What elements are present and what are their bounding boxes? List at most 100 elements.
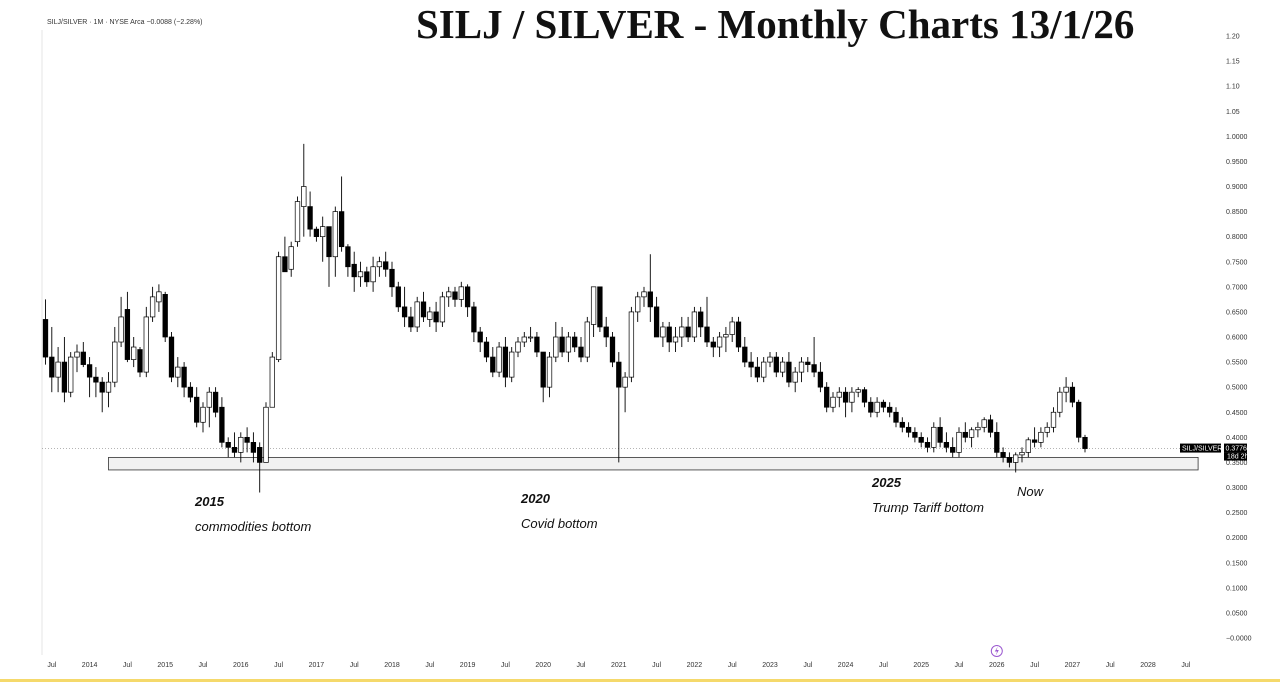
price-tag <box>1224 443 1247 453</box>
candle-up <box>112 341 118 383</box>
y-tick-label: 0.8500 <box>1226 209 1248 216</box>
candle-down <box>1082 436 1088 449</box>
annotation-2015-label: commodities bottom <box>195 519 312 534</box>
x-tick-label: Jul <box>199 662 208 669</box>
candle-down <box>212 391 219 413</box>
candle-down <box>899 421 905 428</box>
candle-down <box>187 386 194 398</box>
lightning-glyph <box>994 646 999 656</box>
candle-down <box>338 211 345 248</box>
candle-down <box>861 389 868 403</box>
annotation-2015-year: 2015 <box>195 494 224 509</box>
candle-up <box>496 346 502 373</box>
bottom-accent-line <box>0 679 1280 682</box>
x-tick-label: Jul <box>955 662 964 669</box>
candle-down <box>471 306 477 333</box>
candle-down <box>351 263 357 278</box>
candle-up <box>156 291 162 303</box>
candle-up <box>131 346 137 360</box>
x-tick-label: Jul <box>803 662 812 669</box>
candle-up <box>370 266 376 283</box>
candle-down <box>735 321 742 348</box>
candle-up <box>767 356 773 363</box>
candle-down <box>194 396 200 423</box>
candle-up <box>716 336 723 348</box>
candle-up <box>761 361 767 378</box>
candle-up <box>275 256 282 360</box>
x-tick-label: 2020 <box>535 662 551 669</box>
candle-up <box>729 321 735 335</box>
candle-down <box>950 447 956 453</box>
candle-down <box>754 366 761 378</box>
candle-up <box>74 351 80 358</box>
x-tick-label: 2025 <box>913 662 929 669</box>
candle-down <box>880 401 887 408</box>
candle-up <box>1044 426 1050 433</box>
candle-up <box>301 186 307 207</box>
x-tick-label: 2018 <box>384 662 400 669</box>
candle-down <box>616 361 622 388</box>
x-tick-label: Jul <box>425 662 434 669</box>
candle-up <box>238 436 244 453</box>
y-tick-label: −0.0000 <box>1226 636 1252 643</box>
candle-up <box>956 431 962 453</box>
annotation-now: Now <box>1017 484 1044 499</box>
candle-up <box>723 334 729 338</box>
candle-up <box>622 376 628 388</box>
candle-down <box>313 228 320 238</box>
candle-up <box>1013 454 1019 463</box>
candle-down <box>250 442 257 453</box>
candle-down <box>534 336 540 353</box>
candle-up <box>849 391 855 403</box>
candle-up <box>206 391 212 408</box>
candle-down <box>137 349 143 373</box>
y-tick-label: 0.7500 <box>1226 259 1248 266</box>
candle-down <box>912 431 918 438</box>
candle-up <box>792 371 798 383</box>
x-tick-label: 2024 <box>838 662 854 669</box>
candle-down <box>805 361 811 365</box>
candle-down <box>433 311 439 323</box>
annotation-2020-label: Covid bottom <box>521 516 598 531</box>
candle-up <box>1025 439 1031 453</box>
annotation-2020-year: 2020 <box>521 491 550 506</box>
candle-down <box>811 364 817 373</box>
candle-up <box>1057 391 1063 413</box>
candle-down <box>490 356 496 373</box>
candle-down <box>93 376 99 383</box>
candle-down <box>868 401 874 413</box>
candle-down <box>364 271 370 283</box>
candle-down <box>742 346 748 363</box>
candle-down <box>597 286 603 328</box>
candle-up <box>565 336 572 353</box>
candle-down <box>124 309 131 360</box>
x-tick-label: Jul <box>728 662 737 669</box>
candle-up <box>414 301 420 328</box>
candle-up <box>779 361 786 373</box>
candle-up <box>546 356 553 388</box>
symbol-info-legend: SILJ/SILVER · 1M · NYSE Arca −0.0088 (−2… <box>47 19 203 26</box>
y-tick-label: 0.2500 <box>1226 510 1248 517</box>
y-tick-label: 1.15 <box>1226 59 1240 66</box>
candle-down <box>842 391 849 403</box>
y-tick-label: 1.10 <box>1226 84 1240 91</box>
candle-down <box>1006 457 1013 463</box>
x-tick-label: Jul <box>350 662 359 669</box>
candle-down <box>49 356 55 378</box>
candle-down <box>685 326 691 338</box>
candle-down <box>994 431 1000 453</box>
candle-up <box>288 246 294 270</box>
candle-up <box>635 296 641 313</box>
candle-down <box>943 442 950 448</box>
x-tick-label: Jul <box>577 662 586 669</box>
candle-down <box>42 319 49 358</box>
candle-up <box>376 261 383 268</box>
x-tick-label: 2017 <box>309 662 325 669</box>
candle-down <box>905 426 912 433</box>
candle-up <box>672 336 679 343</box>
chart-title: SILJ / SILVER - Monthly Charts 13/1/26 <box>416 1 1135 47</box>
y-tick-label: 0.3000 <box>1226 485 1248 492</box>
x-tick-label: Jul <box>47 662 56 669</box>
candle-up <box>1019 452 1025 456</box>
